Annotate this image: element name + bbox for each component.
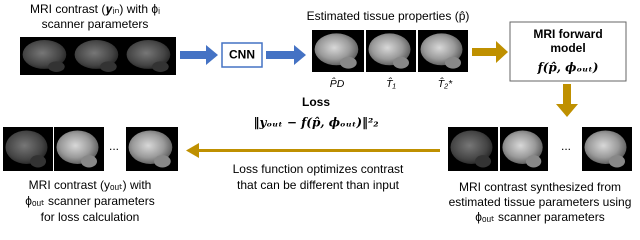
arrow — [180, 45, 218, 65]
loss-note: Loss function optimizes contrast — [233, 162, 404, 176]
brain-cerebellum — [100, 61, 117, 72]
arrow-line — [197, 149, 440, 152]
arrow — [556, 84, 578, 117]
brain-cerebellum — [609, 155, 625, 168]
gold-arrows — [186, 41, 578, 158]
forward-model-text: model — [550, 41, 585, 55]
input-caption: scanner parameters — [42, 17, 149, 31]
tissue-label: T̂₁ — [386, 76, 396, 90]
ellipsis: ... — [561, 139, 571, 153]
blue-arrows — [180, 45, 306, 65]
loss-title: Loss — [302, 95, 330, 109]
arrow — [472, 41, 508, 63]
brain-cerebellum — [154, 155, 171, 168]
tissue-label: P̂D — [330, 76, 345, 90]
forward-model-formula: f(p̂, ϕₒᵤₜ) — [537, 61, 599, 75]
synth-caption: estimated tissue parameters using — [449, 195, 632, 209]
cnn-box — [221, 42, 263, 68]
brain-cerebellum — [152, 61, 169, 72]
brain-cerebellum — [30, 155, 46, 168]
brain-cerebellum — [81, 155, 97, 168]
tissue-title: Estimated tissue properties (p̂) — [307, 9, 470, 23]
arrow — [266, 45, 306, 65]
brain-cerebellum — [340, 56, 357, 69]
loss-note: that can be different than input — [237, 178, 400, 192]
input-caption: MRI contrast (𝒚ᵢₙ) with ϕᵢ — [30, 2, 160, 16]
brain-cerebellum — [445, 56, 461, 69]
target-caption: for loss calculation — [41, 210, 140, 224]
brain-images — [3, 30, 632, 171]
brain-cerebellum — [48, 61, 65, 72]
arrow-head — [186, 143, 199, 158]
synth-caption: MRI contrast synthesized from — [459, 180, 621, 194]
synth-caption: ϕₒᵤₜ scanner parameters — [475, 210, 604, 224]
cnn-label: CNN — [229, 48, 255, 62]
tissue-label: T̂₂* — [438, 76, 453, 90]
forward-model-text: MRI forward — [533, 27, 602, 41]
brain-cerebellum — [393, 56, 409, 69]
loss-formula: ‖yₒᵤₜ − f(p̂, ϕₒᵤₜ)‖²₂ — [253, 116, 378, 130]
brain-cerebellum — [475, 155, 491, 168]
page: {"input": {"lines": ["MRI contrast (𝒚ᵢₙ)… — [3, 2, 632, 225]
target-caption: MRI contrast (yₒᵤₜ) with — [29, 178, 152, 192]
ellipsis: ... — [109, 139, 119, 153]
target-caption: ϕₒᵤₜ scanner parameters — [25, 194, 154, 208]
brain-cerebellum — [525, 155, 542, 168]
forward-model-box — [509, 21, 627, 82]
diagram: CNN MRI forward model f(p̂, ϕₒᵤₜ) MRI co… — [3, 2, 632, 224]
